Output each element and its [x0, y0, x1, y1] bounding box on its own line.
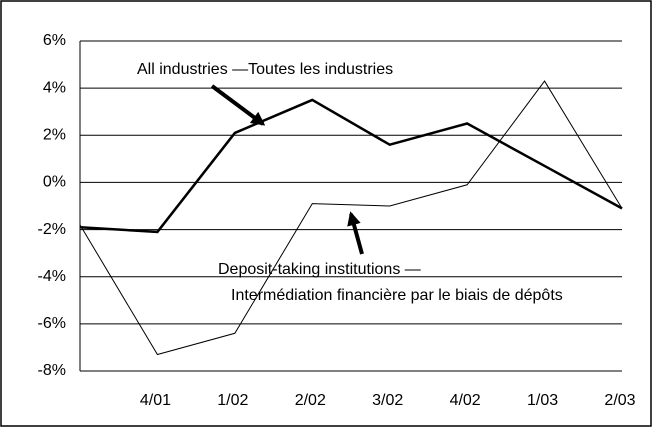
annotation-all-industries: All industries —Toutes les industries — [137, 61, 393, 78]
y-tick-label: -8% — [38, 362, 66, 379]
series-line — [79, 80, 623, 356]
y-tick-label: -2% — [38, 221, 66, 238]
y-tick-label: -4% — [38, 268, 66, 285]
x-tick-label: 1/03 — [527, 392, 558, 409]
arrow — [347, 211, 364, 255]
y-tick-label: 4% — [43, 79, 66, 96]
series-line — [79, 98, 623, 234]
x-tick-label: 3/02 — [372, 392, 403, 409]
x-tick-label: 4/01 — [140, 392, 171, 409]
annotation-deposit: Deposit-taking institutions — — [218, 261, 421, 278]
y-tick-label: 6% — [43, 32, 66, 49]
arrow — [210, 84, 266, 126]
annotation-deposit-fr: Intermédiation financière par le biais d… — [231, 287, 563, 304]
x-tick-label: 2/03 — [604, 392, 635, 409]
y-tick-label: -6% — [38, 315, 66, 332]
x-tick-label: 4/02 — [450, 392, 481, 409]
y-tick-label: 0% — [43, 174, 66, 191]
y-tick-label: 2% — [43, 127, 66, 144]
x-tick-label: 1/02 — [217, 392, 248, 409]
x-tick-label: 2/02 — [295, 392, 326, 409]
